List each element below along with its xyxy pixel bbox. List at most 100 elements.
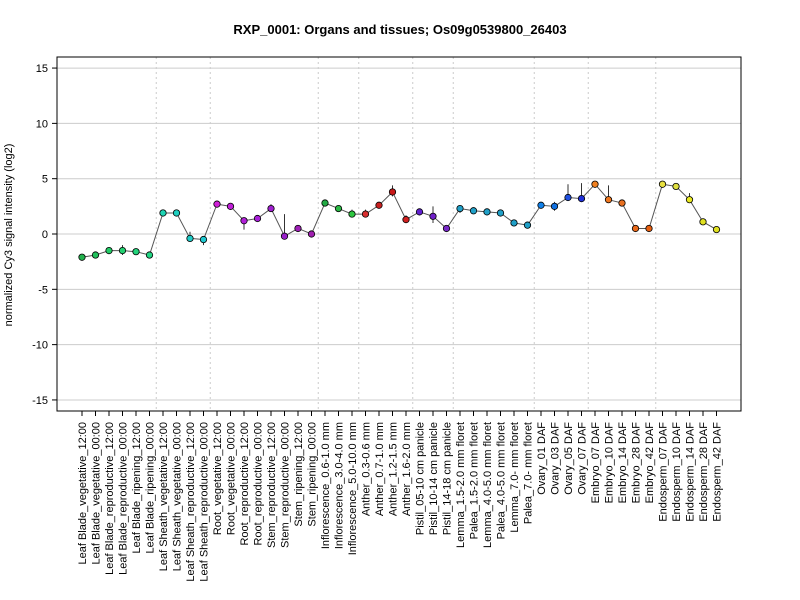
x-tick-label: Leaf Blade_reproductive_12:00 [104, 422, 116, 575]
data-point [456, 204, 464, 213]
data-point [375, 201, 383, 209]
x-tick-label: Leaf Sheath_vegetative_12:00 [158, 422, 170, 571]
x-tick-label: Palea_4.0-5.0 mm floret [496, 422, 508, 539]
data-point [591, 180, 599, 188]
y-axis: -15 -10 -5 0 5 10 15 [32, 63, 57, 407]
y-tick-label: -10 [32, 340, 48, 352]
data-point [348, 210, 356, 218]
x-tick-label: Palea_7.0- mm floret [523, 422, 535, 524]
y-tick-label: -15 [32, 395, 48, 407]
data-point [91, 251, 100, 259]
x-tick-label: Ovary_01 DAF [536, 422, 548, 495]
data-point [240, 217, 248, 225]
data-point [172, 209, 181, 217]
x-tick-label: Ovary_07 DAF [577, 422, 589, 495]
x-tick-label: Anther_0.7-1.0 mm [374, 422, 386, 516]
x-tick-label: Root_reproductive_00:00 [253, 422, 265, 546]
data-point [294, 224, 302, 233]
x-tick-label: Lemma_1.5-2.0 mm floret [455, 422, 467, 548]
x-tick-label: Leaf Sheath_reproductive_12:00 [185, 422, 197, 582]
series-line [81, 183, 717, 258]
data-point [334, 204, 343, 213]
x-tick-label: Anther_1.6-2.0 mm [401, 422, 413, 516]
data-point [469, 207, 478, 215]
x-tick-label: Lemma_4.0-5.0 mm floret [482, 422, 494, 548]
x-tick-label: Stem_ripening_00:00 [307, 422, 319, 527]
x-tick-label: Leaf Sheath_vegetative_00:00 [172, 422, 184, 571]
data-point [186, 234, 194, 243]
data-points [78, 180, 721, 261]
x-tick-label: Endosperm_07 DAF [658, 422, 670, 522]
data-point [429, 212, 437, 220]
data-point [523, 221, 532, 229]
data-point [132, 248, 140, 256]
data-point [645, 224, 653, 233]
x-tick-label: Anther_0.3-0.6 mm [361, 422, 373, 516]
data-point [105, 246, 113, 255]
data-point [658, 180, 667, 188]
grid-layer [57, 57, 741, 411]
x-tick-label: Leaf Blade_reproductive_00:00 [118, 422, 130, 575]
data-point [280, 232, 289, 240]
y-tick-label: 10 [36, 118, 48, 130]
x-tick-label: Leaf Blade_vegetative_00:00 [91, 422, 103, 565]
x-tick-label: Pistil_10-14 cm panicle [428, 422, 440, 535]
data-point [631, 224, 640, 233]
data-point [577, 195, 586, 203]
data-point [672, 182, 680, 191]
data-point [267, 204, 275, 213]
y-axis-label: normalized Cy3 signal intensity (log2) [3, 144, 15, 327]
error-bars [81, 183, 717, 258]
data-point [604, 196, 613, 204]
data-point [496, 209, 505, 217]
data-point [699, 218, 707, 226]
y-tick-label: 15 [36, 63, 48, 75]
data-point [213, 200, 221, 208]
x-tick-label: Root_vegetative_00:00 [226, 422, 238, 535]
data-point [618, 199, 626, 207]
x-tick-label: Embryo_10 DAF [604, 422, 616, 504]
data-point [253, 214, 262, 223]
data-point [388, 188, 397, 196]
x-tick-label: Stem_reproductive_12:00 [266, 422, 278, 548]
data-point [550, 202, 559, 210]
y-tick-label: 0 [42, 229, 48, 241]
data-point [118, 246, 127, 255]
data-point [226, 202, 235, 210]
x-tick-label: Leaf Sheath_reproductive_00:00 [199, 422, 211, 582]
data-point [78, 253, 86, 261]
data-point [402, 216, 410, 224]
data-point [510, 219, 518, 227]
x-tick-label: Pistil_05-10 cm panicle [415, 422, 427, 535]
x-tick-label: Stem_ripening_12:00 [293, 422, 305, 527]
x-tick-label: Endosperm_14 DAF [685, 422, 697, 522]
x-tick-label: Embryo_28 DAF [631, 422, 643, 504]
data-point [712, 225, 721, 234]
y-tick-label: 5 [42, 174, 48, 186]
chart-title: RXP_0001: Organs and tissues; Os09g05398… [233, 22, 566, 37]
data-point [483, 208, 491, 216]
x-tick-label: Endosperm_28 DAF [698, 422, 710, 522]
x-tick-label: Stem_reproductive_00:00 [280, 422, 292, 548]
data-point [415, 208, 424, 216]
data-point [199, 235, 208, 244]
x-tick-label: Embryo_14 DAF [617, 422, 629, 504]
x-tick-label: Endosperm_42 DAF [712, 422, 724, 522]
x-tick-label: Lemma_7.0- mm floret [509, 422, 521, 533]
x-tick-label: Leaf Blade_ripening_12:00 [131, 422, 143, 554]
x-tick-label: Palea_1.5-2.0 mm floret [469, 422, 481, 539]
x-tick-label: Embryo_42 DAF [644, 422, 656, 504]
data-point [321, 199, 329, 207]
data-point [361, 210, 370, 218]
x-tick-label: Leaf Blade_vegetative_12:00 [77, 422, 89, 565]
x-tick-label: Embryo_07 DAF [590, 422, 602, 504]
x-tick-label: Inflorescence_5.0-10.0 mm [347, 422, 359, 555]
data-point [537, 201, 545, 209]
data-point [145, 251, 154, 259]
x-tick-label: Inflorescence_3.0-4.0 mm [334, 422, 346, 549]
x-tick-label: Root_reproductive_12:00 [239, 422, 251, 546]
x-tick-label: Leaf Blade_ripening_00:00 [145, 422, 157, 554]
x-axis: Leaf Blade_vegetative_12:00 Leaf Blade_ve… [77, 411, 724, 582]
x-tick-label: Inflorescence_0.6-1.0 mm [320, 422, 332, 549]
